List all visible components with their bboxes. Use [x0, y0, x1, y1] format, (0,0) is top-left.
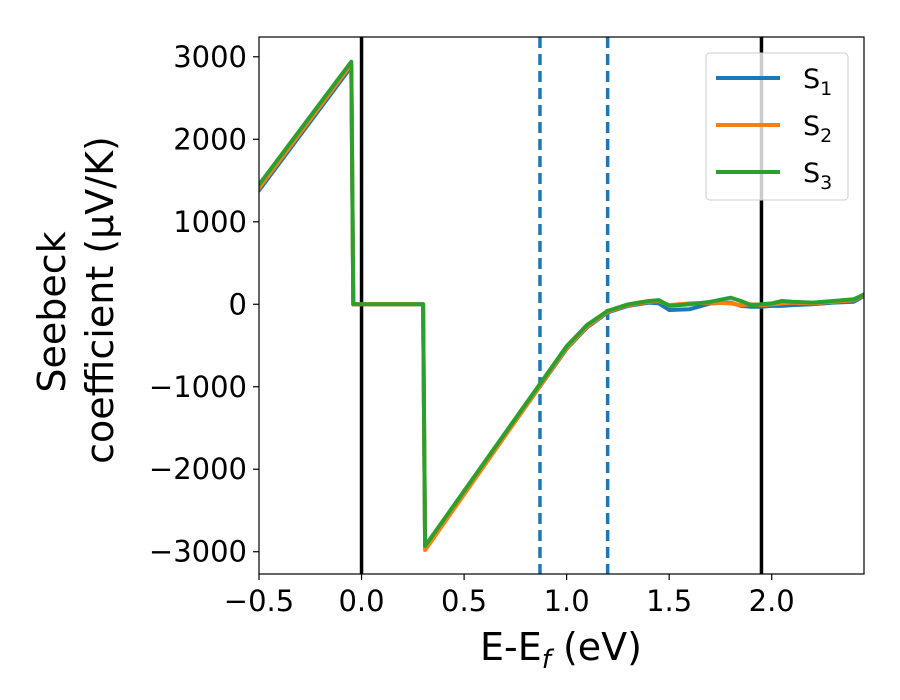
y-axis-title-line2: coefficient (μV/K): [78, 136, 122, 464]
y-tick-label: 3000: [173, 40, 247, 74]
series-lines: [259, 59, 864, 553]
legend-label-S1: S1: [803, 64, 832, 100]
legend-label-S2: S2: [803, 111, 832, 147]
y-tick-label: −1000: [149, 370, 247, 404]
y-tick-label: 0: [229, 287, 247, 321]
y-tick-label: −2000: [149, 452, 247, 486]
x-tick-label: 1.0: [544, 584, 590, 618]
legend-label-S3: S3: [803, 158, 832, 194]
y-tick-label: 1000: [173, 205, 247, 239]
y-axis-title-line1: Seebeck: [30, 231, 74, 392]
x-tick-label: 2.0: [749, 584, 795, 618]
x-tick-label: 0.0: [338, 584, 384, 618]
x-axis-title-unit: (eV): [551, 625, 642, 669]
y-tick-label: 2000: [173, 122, 247, 156]
x-axis-title: E-Ef (eV): [480, 625, 642, 675]
y-tick-label: −3000: [149, 535, 247, 569]
plot-frame: [258, 36, 865, 575]
x-tick-label: −0.5: [224, 584, 294, 618]
legend: S1 S2 S3: [705, 52, 849, 201]
x-axis: −0.5 0.0 0.5 1.0 1.5 2.0: [224, 574, 795, 618]
x-tick-label: 0.5: [441, 584, 487, 618]
y-axis: 3000 2000 1000 0 −1000 −2000 −3000: [149, 40, 259, 569]
x-tick-label: 1.5: [646, 584, 692, 618]
series-line-S3: [259, 59, 864, 548]
x-axis-title-main: E-E: [480, 625, 542, 669]
